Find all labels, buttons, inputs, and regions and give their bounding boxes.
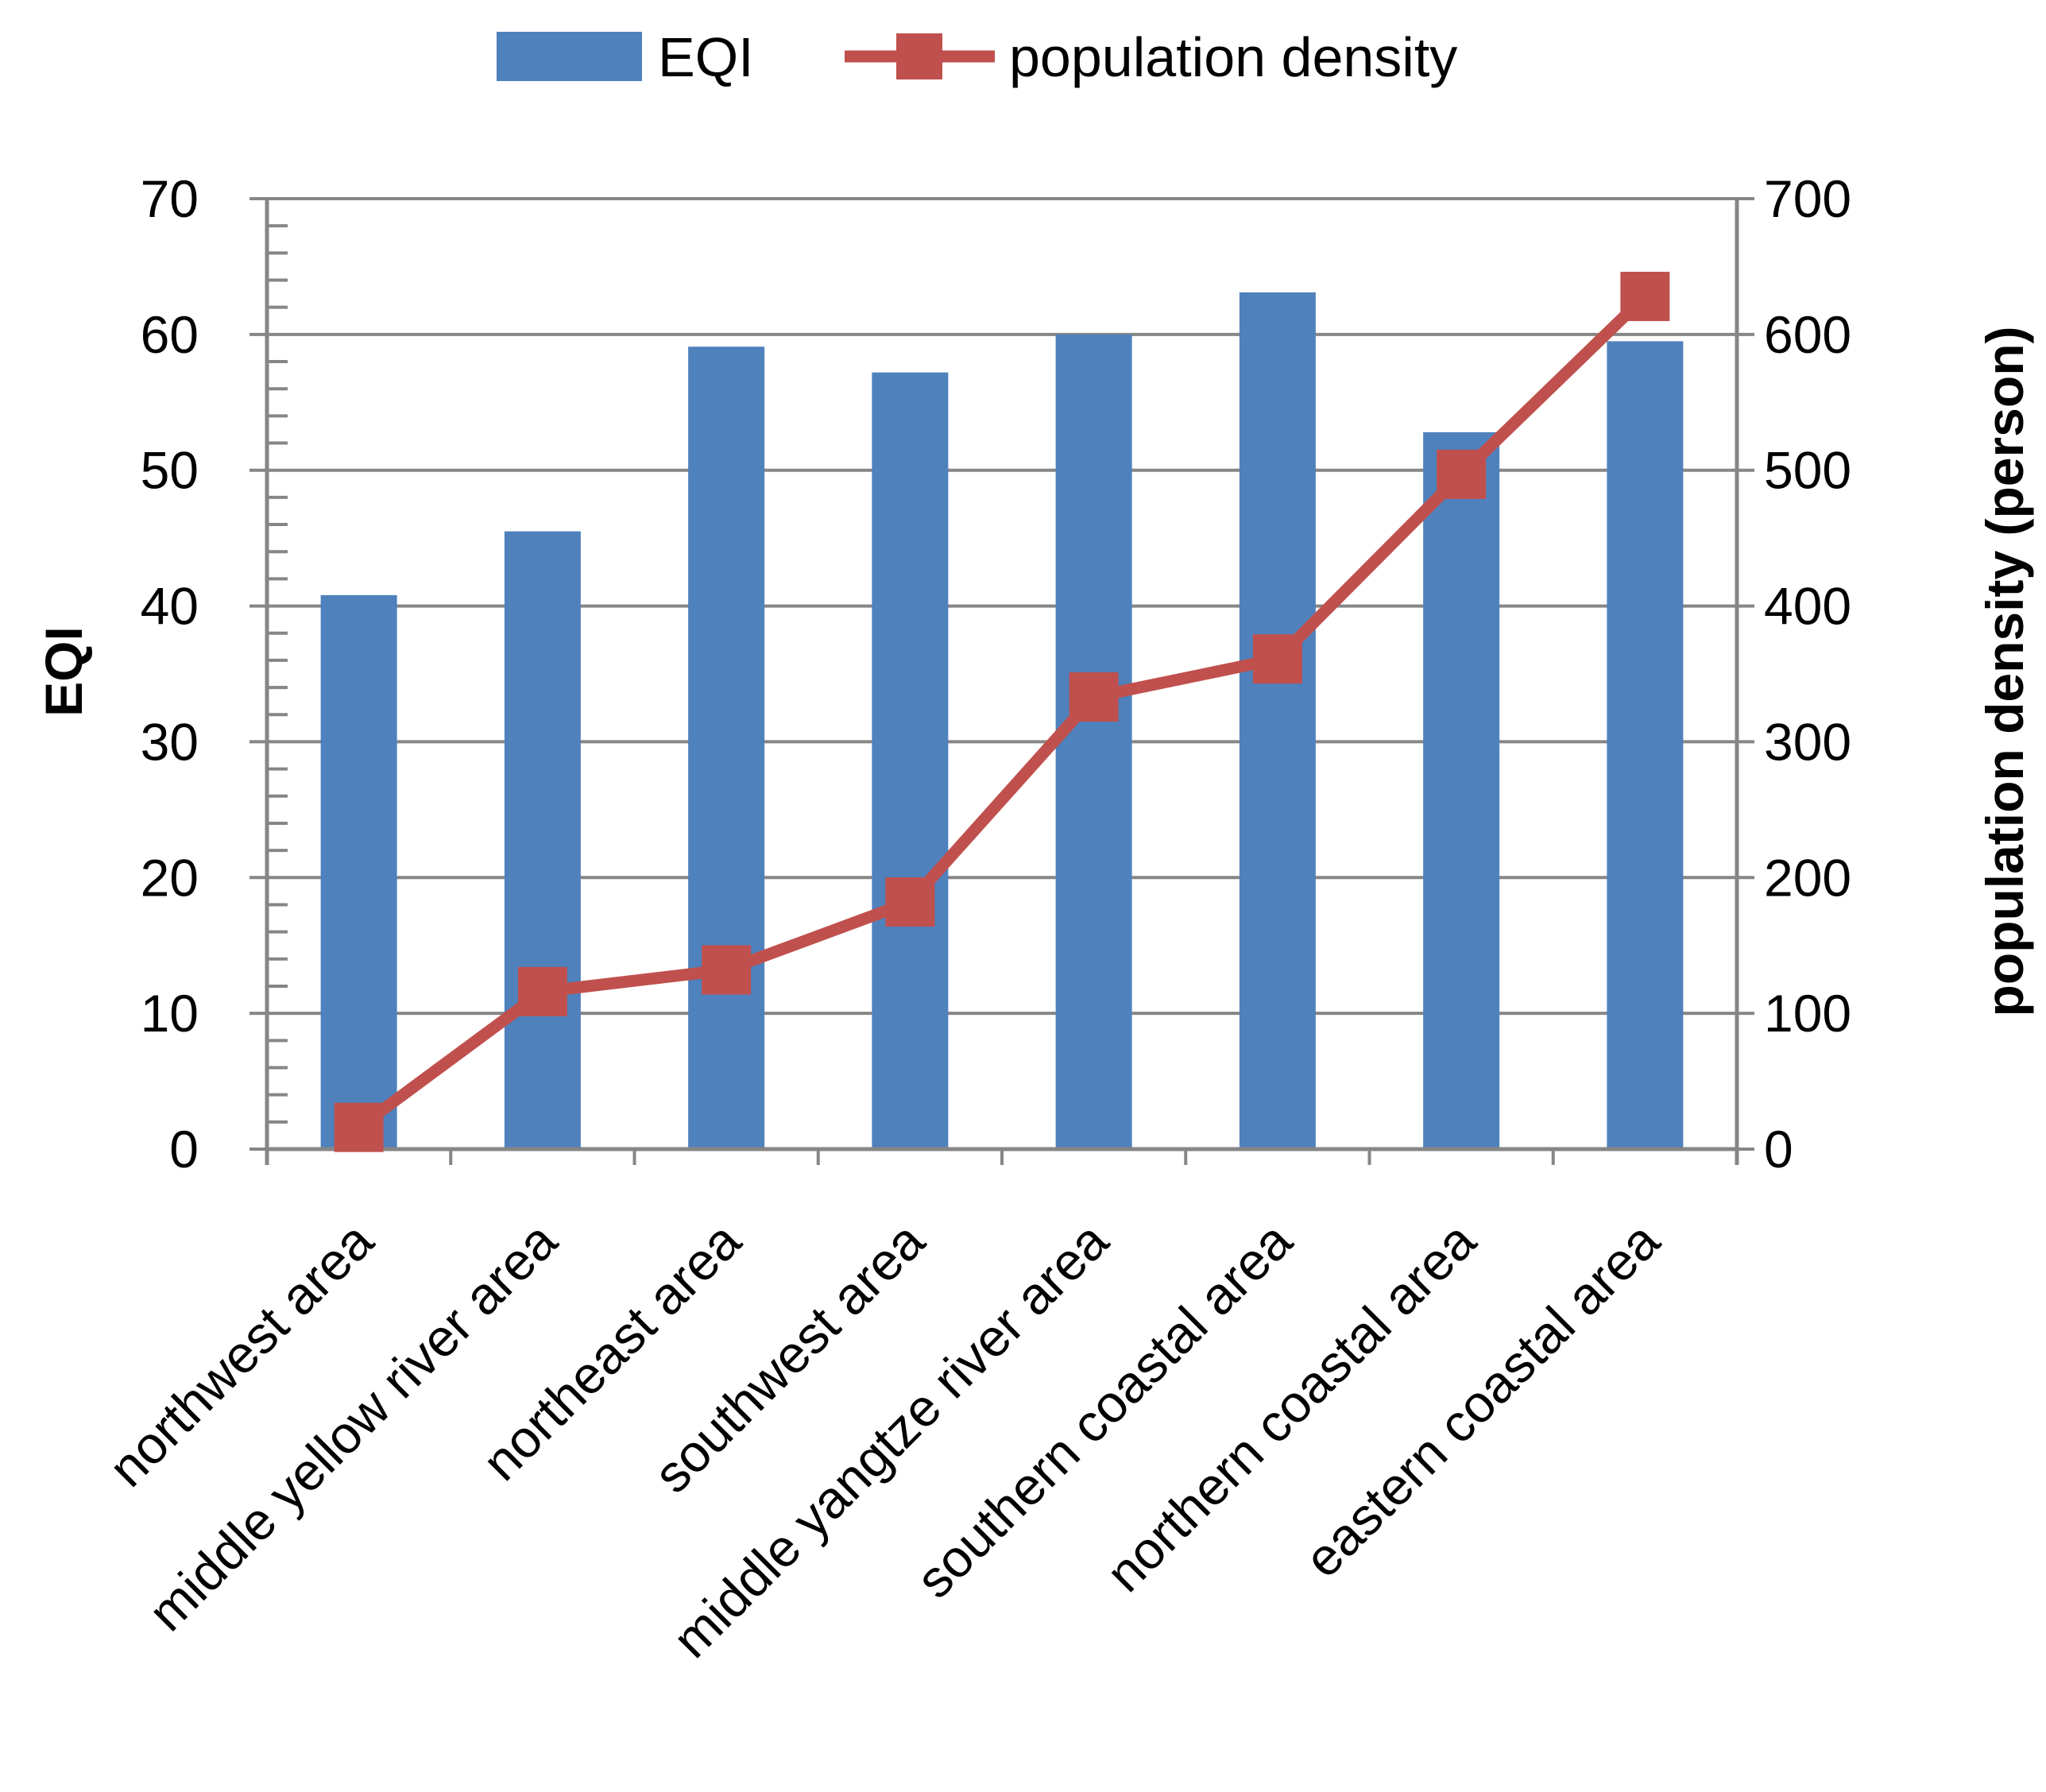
legend-label-population-density: population density <box>1009 26 1457 88</box>
y2-tick-label: 700 <box>1764 169 1851 228</box>
x-tick-label: southern coastal area <box>905 1210 1303 1608</box>
x-tick-label: northern coastal area <box>1095 1210 1487 1603</box>
y-tick-label: 0 <box>169 1120 199 1179</box>
bar-eqi <box>320 594 397 1149</box>
y2-tick-labels: 0 100 200 300 400 500 600 700 <box>1764 169 1851 1179</box>
point-population-density <box>885 877 935 927</box>
gridlines <box>267 197 1737 1016</box>
y-tick-label: 50 <box>141 441 199 500</box>
bar-eqi <box>1055 334 1132 1149</box>
y-tick-labels: 0 10 20 30 40 50 60 70 <box>141 169 199 1179</box>
point-population-density <box>1252 634 1302 684</box>
y2-tick-label: 300 <box>1764 712 1851 771</box>
bar-eqi <box>504 531 581 1149</box>
line-population-density <box>355 292 1650 1132</box>
y2-tick-label: 500 <box>1764 441 1851 500</box>
y-tick-label: 20 <box>141 848 199 907</box>
y2-tick-label: 200 <box>1764 848 1851 907</box>
y-tick-label: 10 <box>141 984 199 1043</box>
bars <box>320 292 1684 1150</box>
point-population-density <box>1620 272 1670 322</box>
point-population-density <box>334 1102 384 1152</box>
bar-eqi <box>1239 292 1316 1150</box>
bar-eqi <box>1607 341 1684 1149</box>
y2-tick-label: 400 <box>1764 577 1851 636</box>
point-population-density <box>1069 672 1119 722</box>
legend-swatch-eqi <box>497 32 642 81</box>
point-population-density <box>702 945 752 995</box>
point-population-density <box>1437 449 1487 499</box>
y2-tick-label: 0 <box>1764 1120 1793 1179</box>
y2-tick-label: 600 <box>1764 305 1851 364</box>
bar-eqi <box>1423 432 1500 1149</box>
y2-axis-title: population density (person) <box>1975 327 2034 1017</box>
x-tick-label: eastern coastal area <box>1293 1210 1670 1588</box>
y-tick-label: 70 <box>141 169 199 228</box>
legend-swatch-population-density-marker <box>896 33 942 79</box>
bar-eqi <box>872 372 949 1149</box>
bar-eqi <box>688 346 765 1150</box>
y-axis-title: EQI <box>34 626 93 717</box>
y-tick-label: 40 <box>141 577 199 636</box>
point-population-density <box>517 966 567 1016</box>
axes <box>249 197 1754 1165</box>
y-tick-label: 60 <box>141 305 199 364</box>
y-tick-label: 30 <box>141 712 199 771</box>
legend-label-eqi: EQI <box>658 26 754 88</box>
legend: EQI population density <box>497 26 1457 88</box>
y2-tick-label: 100 <box>1764 984 1851 1043</box>
population-density-series <box>334 272 1670 1152</box>
